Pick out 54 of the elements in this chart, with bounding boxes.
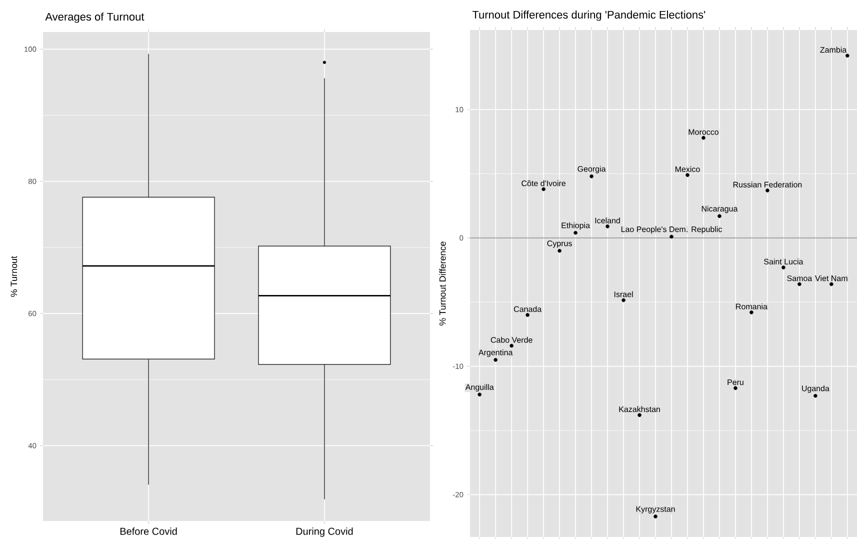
data-label: Israel [614,291,633,298]
point [830,282,834,286]
point [782,266,786,270]
point [558,248,562,253]
point [750,310,754,314]
point [590,174,594,178]
x-tick-label: During Covid [296,528,353,537]
y-axis-title: % Turnout [10,256,18,297]
data-label: Uganda [802,385,830,393]
data-label: Côte d'Ivoire [522,180,566,186]
y-axis-title: % Turnout Difference [439,242,446,326]
point [478,392,482,396]
data-label: Saint Lucia [764,258,804,264]
data-label: Cabo Verde [490,336,532,343]
point [542,187,546,192]
point [718,214,722,218]
point [846,54,850,58]
data-label: Lao People's Dem. Republic [621,226,722,234]
point [526,313,530,317]
data-label: Ethiopia [562,222,590,230]
chart-title: Averages of Turnout [45,12,144,23]
point [670,234,674,239]
point [606,224,610,228]
point [814,394,818,398]
data-label: Kazakhstan [619,406,660,412]
point [798,282,802,286]
point [574,230,578,235]
data-label: Viet Nam [815,275,848,282]
data-label: Morocco [688,129,718,135]
data-label: Samoa [787,275,812,282]
data-label: Russian Federation [733,182,802,188]
data-label: Mexico [675,166,700,172]
point [766,188,770,192]
data-label: Argentina [478,349,513,357]
point [622,298,626,302]
point [702,136,706,140]
point [638,413,642,417]
x-tick-label: Before Covid [120,528,177,535]
data-label: Zambia [820,46,847,53]
data-label: Canada [514,306,542,312]
point [734,386,738,390]
point [654,514,658,518]
data-label: Romania [736,304,768,310]
data-label: Anguilla [465,384,494,392]
chart-title: Turnout Differences during 'Pandemic Elections' [472,10,706,21]
data-label: Kyrgyzstan [636,506,675,514]
point [510,344,514,348]
point [494,358,498,362]
data-label: Peru [728,380,744,386]
data-label: Georgia [578,166,606,174]
data-label: Nicaragua [702,206,738,214]
data-label: Iceland [595,218,620,224]
data-label: Cyprus [547,240,572,248]
point [686,173,690,177]
